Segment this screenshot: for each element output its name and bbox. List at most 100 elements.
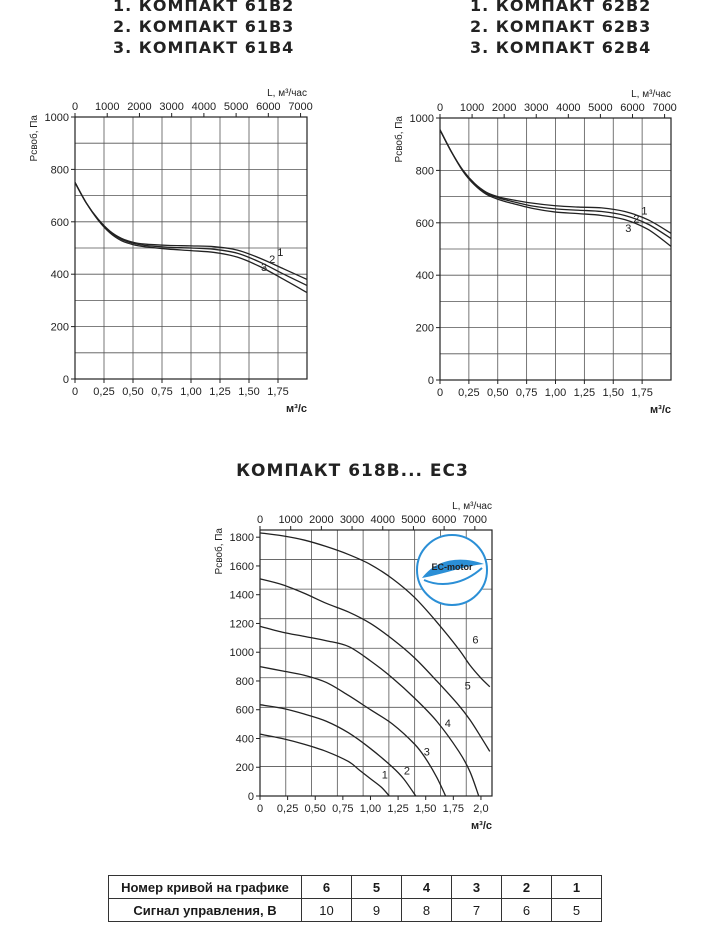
x-tick-label: 1,00 xyxy=(360,803,381,815)
curve-3 xyxy=(439,129,672,247)
x-tick-label: 0,25 xyxy=(277,803,298,815)
x-tick-label: 0,25 xyxy=(458,387,479,399)
x2-tick-label: 4000 xyxy=(371,514,395,526)
y-tick-label: 1600 xyxy=(230,561,254,573)
signal-cell: 8 xyxy=(401,898,452,922)
legend-left-line-2: 2. КОМПАКТ 61В3 xyxy=(113,17,295,36)
y-tick-label: 800 xyxy=(416,165,434,177)
signal-cell: 10 xyxy=(301,898,352,922)
x2-tick-label: 1000 xyxy=(95,101,119,113)
y-tick-label: 1200 xyxy=(230,618,254,630)
curve-label-3: 3 xyxy=(424,747,430,759)
x-tick-label: 1,75 xyxy=(267,386,288,398)
plot-frame xyxy=(259,529,493,797)
x-tick-label: 1,25 xyxy=(387,803,408,815)
curve-label-1: 1 xyxy=(641,205,647,217)
y-tick-label: 1800 xyxy=(230,532,254,544)
x-tick-label: 1,75 xyxy=(443,803,464,815)
y-tick-label: 1400 xyxy=(230,590,254,602)
x2-tick-label: 6000 xyxy=(432,514,456,526)
curve-cell: 1 xyxy=(551,875,602,899)
legend-left-line-3: 3. КОМПАКТ 61В4 xyxy=(113,38,295,57)
y-tick-label: 600 xyxy=(236,705,254,717)
x2-tick-label: 5000 xyxy=(401,514,425,526)
curve-2 xyxy=(259,704,417,797)
x-tick-label: 0 xyxy=(72,386,78,398)
curves xyxy=(439,129,672,247)
x2-tick-label: 4000 xyxy=(192,101,216,113)
x2-tick-label: 7000 xyxy=(288,101,312,113)
curve-label-3: 3 xyxy=(625,223,631,235)
legend-right-line-1: 1. КОМПАКТ 62В2 xyxy=(470,0,652,15)
curve-3 xyxy=(74,182,308,294)
table-row-curves: Номер кривой на графике 6 5 4 3 2 1 xyxy=(108,875,602,899)
y-tick-label: 600 xyxy=(416,218,434,230)
x2-tick-label: 2000 xyxy=(309,514,333,526)
curve-label-2: 2 xyxy=(269,254,275,266)
curve-label-1: 1 xyxy=(277,247,283,259)
signal-cell: 6 xyxy=(501,898,552,922)
y-tick-label: 200 xyxy=(416,323,434,335)
x2-tick-label: 7000 xyxy=(463,514,487,526)
legend-right-line-3: 3. КОМПАКТ 62В4 xyxy=(470,38,652,57)
grid xyxy=(74,116,308,380)
curve-5 xyxy=(259,578,491,752)
curve-cell: 2 xyxy=(501,875,552,899)
curve-cell: 5 xyxy=(351,875,402,899)
ec-chart-title: КОМПАКТ 618В... ЕС3 xyxy=(236,461,469,481)
curve-cell: 6 xyxy=(301,875,352,899)
x-axis-label: м³/с xyxy=(286,403,307,415)
y-tick-label: 400 xyxy=(236,733,254,745)
legend-right-line-2: 2. КОМПАКТ 62В3 xyxy=(470,17,652,36)
x-tick-label: 1,00 xyxy=(180,386,201,398)
x-tick-label: 0,75 xyxy=(151,386,172,398)
signal-cell: 7 xyxy=(451,898,502,922)
curve-1 xyxy=(259,733,390,797)
curve-label-1: 1 xyxy=(382,770,388,782)
x-tick-label: 0,50 xyxy=(122,386,143,398)
x-axis-label: м³/с xyxy=(471,820,492,832)
legend-left: 1. КОМПАКТ 61В2 2. КОМПАКТ 61В3 3. КОМПА… xyxy=(113,0,294,58)
row-label-curve: Номер кривой на графике xyxy=(108,875,302,899)
x2-tick-label: 3000 xyxy=(524,102,548,114)
curve-cell: 3 xyxy=(451,875,502,899)
grid xyxy=(439,117,672,381)
x-tick-label: 2,0 xyxy=(473,803,488,815)
x-tick-label: 0,50 xyxy=(305,803,326,815)
x2-tick-label: 5000 xyxy=(588,102,612,114)
curve-label-2: 2 xyxy=(404,765,410,777)
x-tick-label: 1,50 xyxy=(603,387,624,399)
x-axis-label: м³/с xyxy=(650,404,671,416)
badge-text: EC-motor xyxy=(432,562,473,572)
y-tick-label: 400 xyxy=(51,269,69,281)
ec-motor-badge: EC-motor xyxy=(416,534,488,606)
x2-tick-label: 5000 xyxy=(224,101,248,113)
y-axis-label: Pсвоб, Па xyxy=(393,116,405,163)
y-tick-label: 1000 xyxy=(410,113,434,125)
x-tick-label: 1,50 xyxy=(238,386,259,398)
y-tick-label: 0 xyxy=(63,374,69,386)
curve-4 xyxy=(259,625,480,797)
curve-3 xyxy=(259,665,447,797)
x2-tick-label: 6000 xyxy=(620,102,644,114)
x-tick-label: 1,25 xyxy=(209,386,230,398)
x-tick-label: 1,50 xyxy=(415,803,436,815)
y-axis-label: Pсвоб, Па xyxy=(28,115,40,162)
table-row-signals: Сигнал управления, В 10 9 8 7 6 5 xyxy=(108,898,602,922)
x2-tick-label: 0 xyxy=(257,514,263,526)
signal-cell: 5 xyxy=(551,898,602,922)
curves xyxy=(74,182,308,294)
x2-tick-label: 6000 xyxy=(256,101,280,113)
x-tick-label: 1,75 xyxy=(631,387,652,399)
x-tick-label: 0 xyxy=(437,387,443,399)
y-tick-label: 800 xyxy=(236,676,254,688)
x2-tick-label: 7000 xyxy=(652,102,676,114)
y-tick-label: 200 xyxy=(51,322,69,334)
y-tick-label: 1000 xyxy=(45,112,69,124)
curves xyxy=(259,532,491,797)
y-tick-label: 400 xyxy=(416,270,434,282)
x-tick-label: 0,50 xyxy=(487,387,508,399)
curve-label-5: 5 xyxy=(465,681,471,693)
